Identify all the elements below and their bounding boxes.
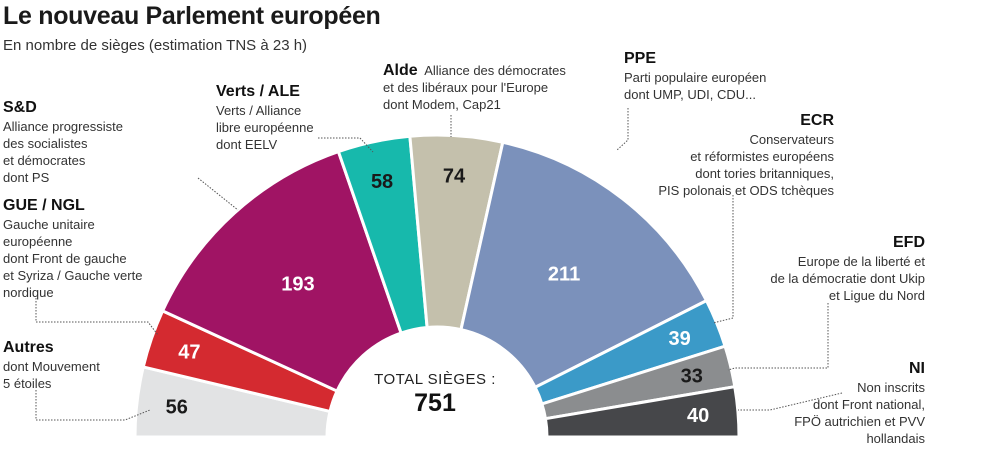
leader-line-sd bbox=[197, 177, 239, 211]
label-gue-desc-0: Gauche unitaire bbox=[3, 217, 95, 232]
leader-line-ecr bbox=[712, 195, 734, 324]
label-ni: NI Non inscrits dont Front national, FPÖ… bbox=[794, 359, 925, 447]
chart-subtitle: En nombre de sièges (estimation TNS à 23… bbox=[3, 37, 308, 54]
segment-ni bbox=[543, 384, 741, 439]
label-sd-desc-0: Alliance progressiste bbox=[3, 119, 123, 134]
label-sd-name: S&D bbox=[3, 99, 37, 116]
chart-title: Le nouveau Parlement européen bbox=[3, 2, 381, 30]
label-sd-desc-1: des socialistes bbox=[3, 136, 88, 151]
label-ni-desc-2: FPÖ autrichien et PVV bbox=[794, 414, 925, 429]
label-verts-desc-1: libre européenne bbox=[216, 120, 314, 135]
label-ppe: PPE Parti populaire européen dont UMP, U… bbox=[624, 49, 766, 103]
label-ni-desc-3: hollandais bbox=[866, 431, 925, 446]
value-verts: 58 bbox=[371, 171, 393, 193]
label-ecr-desc-2: dont tories britanniques, bbox=[695, 166, 834, 181]
label-ecr: ECR Conservateurs et réformistes europée… bbox=[658, 111, 834, 199]
label-verts-desc-2: dont EELV bbox=[216, 137, 278, 152]
label-ni-desc-0: Non inscrits bbox=[857, 380, 925, 395]
leader-line-gue bbox=[35, 298, 159, 336]
label-alde-desc-2: dont Modem, Cap21 bbox=[383, 97, 501, 112]
segment-ppe bbox=[459, 140, 709, 390]
label-efd-desc-1: de la démocratie dont Ukip bbox=[770, 271, 925, 286]
label-ppe-name: PPE bbox=[624, 50, 657, 67]
label-ppe-desc-0: Parti populaire européen bbox=[624, 70, 767, 85]
label-ni-desc-1: dont Front national, bbox=[812, 397, 925, 412]
label-verts: Verts / ALE Verts / Alliance libre europ… bbox=[216, 82, 314, 153]
label-gue-desc-2: dont Front de gauche bbox=[3, 251, 127, 266]
value-ecr: 39 bbox=[669, 328, 691, 350]
leader-line-ni bbox=[738, 392, 843, 411]
label-ecr-desc-1: et réformistes européens bbox=[690, 149, 834, 164]
label-autres-desc-1: 5 étoiles bbox=[3, 376, 52, 391]
value-efd: 33 bbox=[681, 366, 703, 388]
leader-line-ppe bbox=[616, 108, 629, 151]
label-ni-name: NI bbox=[909, 360, 925, 377]
value-ppe: 211 bbox=[548, 264, 580, 286]
value-ni: 40 bbox=[687, 405, 709, 427]
label-gue: GUE / NGL Gauche unitaire européenne don… bbox=[3, 196, 142, 301]
label-efd-name: EFD bbox=[893, 234, 925, 251]
leader-line-verts bbox=[318, 137, 374, 153]
leader-line-autres bbox=[35, 390, 151, 421]
total-seats: TOTAL SIÈGES : 751 bbox=[360, 371, 510, 418]
label-autres: Autres dont Mouvement 5 étoiles bbox=[3, 338, 100, 392]
value-autres: 56 bbox=[166, 396, 188, 418]
label-alde: Alde Alliance des démocrates et des libé… bbox=[383, 62, 566, 113]
label-efd-desc-2: et Ligue du Nord bbox=[828, 288, 925, 303]
label-verts-desc-0: Verts / Alliance bbox=[216, 103, 302, 118]
value-gue: 47 bbox=[178, 341, 200, 363]
label-gue-desc-3: et Syriza / Gauche verte bbox=[3, 268, 143, 283]
label-alde-name: Alde bbox=[383, 62, 418, 79]
label-ecr-desc-3: PIS polonais et ODS tchèques bbox=[658, 183, 834, 198]
label-efd-desc-0: Europe de la liberté et bbox=[797, 254, 925, 269]
label-sd-desc-3: dont PS bbox=[3, 170, 50, 185]
label-gue-name: GUE / NGL bbox=[3, 197, 85, 214]
label-verts-name: Verts / ALE bbox=[216, 83, 300, 100]
label-ecr-name: ECR bbox=[800, 112, 834, 129]
label-gue-desc-4: nordique bbox=[3, 285, 54, 300]
label-ppe-desc-1: dont UMP, UDI, CDU... bbox=[624, 87, 756, 102]
total-seats-value: 751 bbox=[414, 389, 456, 417]
label-alde-desc-1: et des libéraux pour l'Europe bbox=[383, 80, 549, 95]
label-sd: S&D Alliance progressiste des socialiste… bbox=[3, 98, 123, 186]
label-autres-desc-0: dont Mouvement bbox=[3, 359, 100, 374]
value-alde: 74 bbox=[443, 166, 466, 188]
label-autres-name: Autres bbox=[3, 339, 54, 356]
label-sd-desc-2: et démocrates bbox=[3, 153, 86, 168]
value-sd: 193 bbox=[281, 274, 314, 296]
label-ecr-desc-0: Conservateurs bbox=[749, 132, 834, 147]
segment-sd bbox=[160, 149, 403, 394]
label-gue-desc-1: européenne bbox=[3, 234, 73, 249]
total-seats-label: TOTAL SIÈGES : bbox=[374, 371, 496, 388]
leader-line-efd bbox=[727, 303, 829, 371]
label-alde-desc-0: Alliance des démocrates bbox=[424, 63, 566, 78]
label-efd: EFD Europe de la liberté et de la démocr… bbox=[770, 233, 925, 304]
